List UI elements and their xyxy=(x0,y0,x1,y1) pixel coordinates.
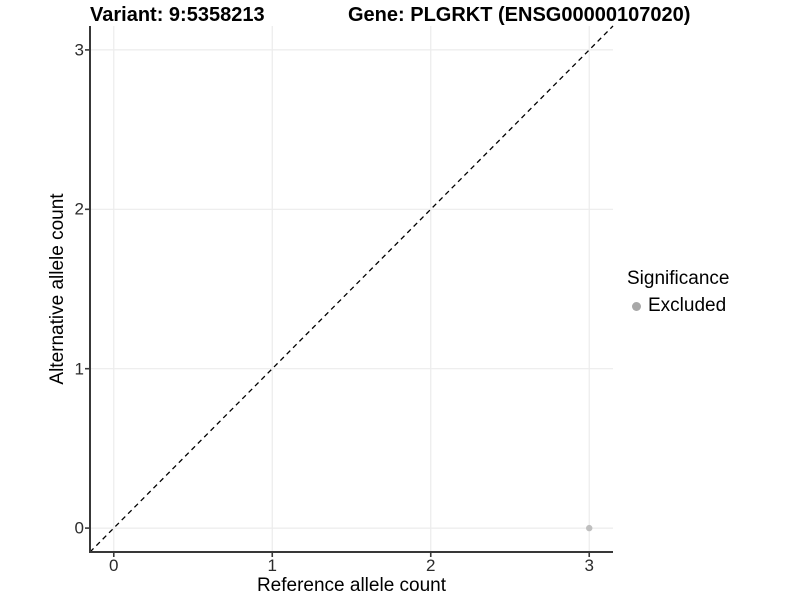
identity-reference-line xyxy=(89,25,614,553)
y-tick-label: 3 xyxy=(74,40,84,60)
x-tick-label: 0 xyxy=(109,556,119,575)
x-tick-label: 1 xyxy=(267,556,277,575)
x-tick-label: 2 xyxy=(426,556,436,575)
legend-title: Significance xyxy=(627,268,730,289)
data-point xyxy=(586,524,593,532)
legend-point-icon xyxy=(632,301,641,311)
x-tick-label: 3 xyxy=(584,556,594,575)
variant-title: Variant: 9:5358213 xyxy=(90,4,265,26)
legend-item-label: Excluded xyxy=(648,295,727,316)
y-tick-label: 2 xyxy=(74,199,84,219)
y-tick-label: 0 xyxy=(74,518,84,538)
x-axis-title: Reference allele count xyxy=(256,575,447,596)
legend-item-excluded: Excluded xyxy=(632,295,729,317)
y-tick-label: 1 xyxy=(74,359,84,379)
legend: Significance Excluded xyxy=(627,268,729,317)
y-axis-title: Alternative allele count xyxy=(47,193,68,385)
gene-title: Gene: PLGRKT (ENSG00000107020) xyxy=(348,4,691,26)
